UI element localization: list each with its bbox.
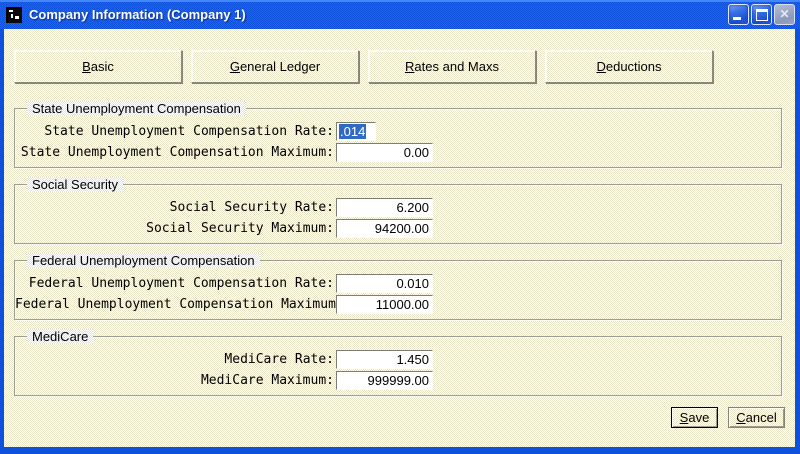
field-row: Social Security Maximum: 94200.00 bbox=[15, 218, 781, 239]
field-row: Federal Unemployment Compensation Rate: … bbox=[15, 273, 781, 294]
field-row: MediCare Maximum: 999999.00 bbox=[15, 370, 781, 391]
tab-rates-and-maxs-label: Rates and Maxs bbox=[405, 59, 499, 74]
group-title: State Unemployment Compensation bbox=[27, 101, 246, 116]
save-button-label: Save bbox=[679, 410, 710, 425]
tab-general-ledger[interactable]: General Ledger bbox=[191, 50, 359, 83]
medicare-rate-input[interactable]: 1.450 bbox=[336, 350, 433, 369]
tab-general-ledger-label: General Ledger bbox=[229, 59, 321, 74]
close-button: ✕ bbox=[774, 4, 795, 25]
federal-unemployment-rate-input[interactable]: 0.010 bbox=[336, 274, 433, 293]
state-unemployment-rate-input[interactable]: .014 bbox=[336, 122, 376, 141]
selected-text: .014 bbox=[339, 124, 367, 139]
social-security-maximum-input[interactable]: 94200.00 bbox=[336, 219, 433, 238]
medicare-rate-label: MediCare Rate: bbox=[224, 352, 334, 367]
group-federal-unemployment-compensation: Federal Unemployment Compensation Federa… bbox=[14, 253, 782, 320]
tab-row: Basic General Ledger Rates and Maxs Dedu… bbox=[4, 29, 795, 83]
state-unemployment-maximum-label: State Unemployment Compensation Maximum: bbox=[20, 145, 334, 160]
tab-deductions[interactable]: Deductions bbox=[545, 50, 713, 83]
field-row: MediCare Rate: 1.450 bbox=[15, 349, 781, 370]
cancel-button[interactable]: Cancel bbox=[728, 407, 785, 428]
dialog-body: Basic General Ledger Rates and Maxs Dedu… bbox=[0, 29, 800, 454]
minimize-icon bbox=[733, 17, 741, 20]
minimize-button[interactable] bbox=[728, 4, 749, 25]
tab-rates-and-maxs[interactable]: Rates and Maxs bbox=[368, 50, 536, 83]
group-title: Social Security bbox=[27, 177, 123, 192]
group-medicare: MediCare MediCare Rate: 1.450 MediCare M… bbox=[14, 329, 782, 396]
field-row: State Unemployment Compensation Maximum:… bbox=[15, 142, 781, 163]
social-security-rate-label: Social Security Rate: bbox=[169, 200, 334, 215]
cancel-button-label: Cancel bbox=[736, 410, 777, 425]
social-security-maximum-label: Social Security Maximum: bbox=[146, 221, 334, 236]
group-title: Federal Unemployment Compensation bbox=[27, 253, 260, 268]
maximize-icon bbox=[756, 9, 768, 21]
tab-deductions-label: Deductions bbox=[596, 59, 662, 74]
group-social-security: Social Security Social Security Rate: 6.… bbox=[14, 177, 782, 244]
federal-unemployment-maximum-label: Federal Unemployment Compensation Maximu… bbox=[15, 297, 344, 312]
app-icon bbox=[6, 6, 22, 23]
save-button[interactable]: Save bbox=[671, 407, 718, 428]
field-row: State Unemployment Compensation Rate: .0… bbox=[15, 121, 781, 142]
action-button-row: Save Cancel bbox=[4, 407, 785, 428]
state-unemployment-maximum-input[interactable]: 0.00 bbox=[336, 143, 433, 162]
maximize-button[interactable] bbox=[751, 4, 772, 25]
field-row: Federal Unemployment Compensation Maximu… bbox=[15, 294, 781, 315]
social-security-rate-input[interactable]: 6.200 bbox=[336, 198, 433, 217]
window-controls: ✕ bbox=[728, 4, 795, 25]
federal-unemployment-maximum-input[interactable]: 11000.00 bbox=[336, 295, 433, 314]
titlebar: Company Information (Company 1) ✕ bbox=[0, 0, 800, 29]
close-icon: ✕ bbox=[779, 7, 790, 21]
tab-basic-label: Basic bbox=[82, 59, 114, 74]
federal-unemployment-rate-label: Federal Unemployment Compensation Rate: bbox=[28, 276, 334, 291]
state-unemployment-rate-label: State Unemployment Compensation Rate: bbox=[44, 124, 334, 139]
window-title: Company Information (Company 1) bbox=[29, 7, 246, 22]
field-row: Social Security Rate: 6.200 bbox=[15, 197, 781, 218]
medicare-maximum-label: MediCare Maximum: bbox=[200, 373, 334, 388]
group-state-unemployment-compensation: State Unemployment Compensation State Un… bbox=[14, 101, 782, 168]
group-title: MediCare bbox=[27, 329, 93, 344]
tab-basic[interactable]: Basic bbox=[14, 50, 182, 83]
medicare-maximum-input[interactable]: 999999.00 bbox=[336, 371, 433, 390]
